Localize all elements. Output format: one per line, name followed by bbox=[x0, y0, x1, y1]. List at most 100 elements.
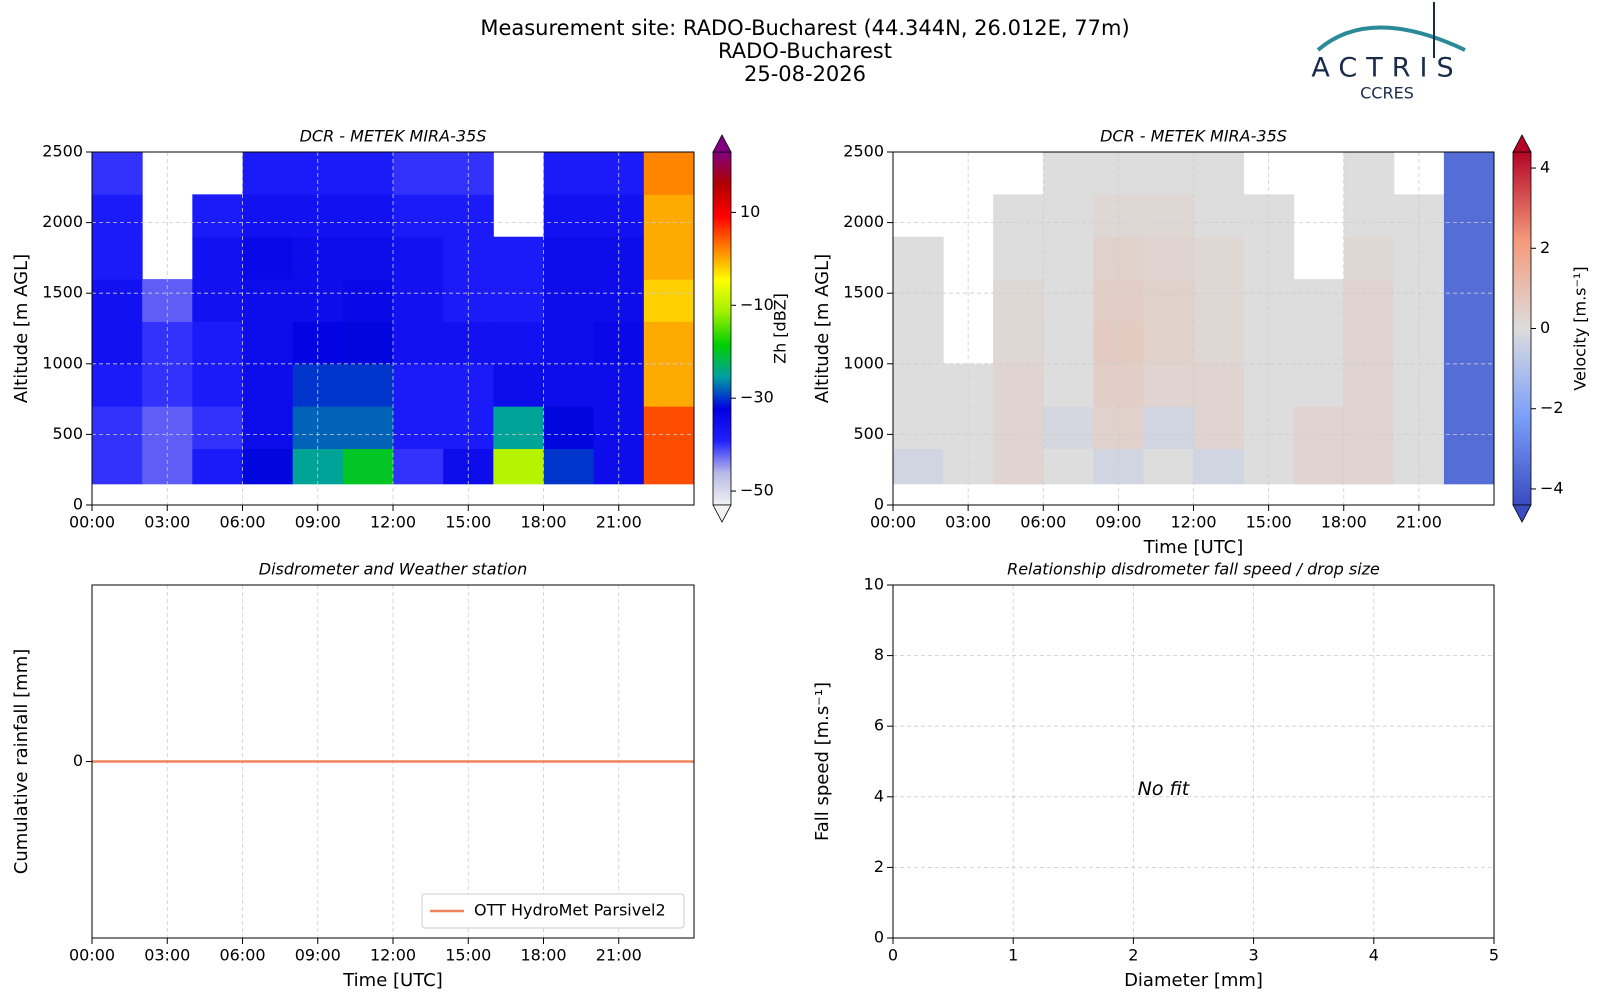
y-tick-label: 1500 bbox=[843, 283, 884, 302]
x-tick-label: 06:00 bbox=[219, 946, 265, 965]
heatmap-cell bbox=[92, 236, 143, 280]
y-tick-label: 1000 bbox=[42, 353, 83, 372]
heatmap-cell bbox=[543, 448, 595, 485]
heatmap-cell bbox=[1193, 321, 1245, 365]
colorbar-extend-bottom bbox=[1512, 504, 1532, 523]
heatmap-cell bbox=[1343, 321, 1395, 365]
y-axis-label: Altitude [m AGL] bbox=[812, 254, 833, 403]
colorbar-tick-label: −10 bbox=[740, 295, 774, 314]
x-tick-label: 03:00 bbox=[945, 513, 991, 532]
heatmap-cell bbox=[1043, 363, 1094, 407]
heatmap-cell bbox=[1143, 448, 1194, 485]
heatmap-cell bbox=[242, 448, 294, 485]
x-tick-label: 1 bbox=[1008, 946, 1018, 965]
panel: DCR - METEK MIRA-35S −50 −30 −10 10 Zh [dBZ] 0… bbox=[11, 127, 790, 532]
y-tick-label: 0 bbox=[73, 751, 83, 770]
x-tick-label: 18:00 bbox=[1321, 513, 1367, 532]
y-axis-label: Cumulative rainfall [mm] bbox=[11, 649, 32, 875]
heatmap-cell bbox=[92, 406, 143, 450]
heatmap-cell bbox=[1043, 279, 1094, 322]
y-tick-label: 2500 bbox=[843, 142, 884, 161]
x-tick-label: 03:00 bbox=[144, 946, 190, 965]
heatmap-cell bbox=[393, 406, 444, 450]
y-tick-label: 2000 bbox=[42, 212, 83, 231]
heatmap-cell bbox=[1193, 406, 1245, 450]
y-tick-label: 6 bbox=[874, 716, 884, 735]
y-tick-label: 2500 bbox=[42, 142, 83, 161]
heatmap-cell bbox=[893, 363, 944, 407]
heatmap-cell bbox=[1143, 194, 1194, 238]
heatmap-cell bbox=[342, 194, 394, 238]
heatmap-cell bbox=[1443, 406, 1495, 450]
heatmap-cell bbox=[242, 363, 294, 407]
colorbar-label: Velocity [m.s⁻¹] bbox=[1571, 266, 1590, 390]
colorbar-body bbox=[1512, 151, 1532, 506]
colorbar-tick-label: −2 bbox=[1540, 398, 1564, 417]
heatmap-cell bbox=[543, 279, 595, 322]
heatmap-cell bbox=[543, 152, 595, 195]
heatmap-cell bbox=[643, 279, 695, 322]
axes-frame bbox=[892, 584, 1495, 939]
heatmap-cell bbox=[1293, 406, 1345, 450]
colorbar-tick-label: 2 bbox=[1540, 238, 1550, 257]
heatmap-cell bbox=[393, 152, 444, 195]
heatmap-cell bbox=[1443, 279, 1495, 322]
heatmap-cell bbox=[493, 406, 544, 450]
heatmap-cell bbox=[393, 236, 444, 280]
heatmap-cell bbox=[1293, 279, 1345, 322]
colorbar-tick-label: 10 bbox=[740, 202, 760, 221]
plot-area bbox=[91, 151, 695, 506]
heatmap-cell bbox=[993, 406, 1044, 450]
heatmap-cell bbox=[993, 363, 1044, 407]
heatmap-cell bbox=[1043, 152, 1094, 195]
heatmap-cell bbox=[393, 321, 444, 365]
heatmap-cell bbox=[1043, 321, 1094, 365]
heatmap-cell bbox=[643, 152, 695, 195]
x-tick-label: 15:00 bbox=[445, 513, 491, 532]
colorbar: −4 −2 0 2 4 Velocity [m.s⁻¹] bbox=[1512, 134, 1590, 523]
heatmap-cell bbox=[1143, 363, 1194, 407]
plot-area bbox=[892, 584, 1495, 939]
heatmap-cell bbox=[1043, 448, 1094, 485]
heatmap-cell bbox=[1043, 236, 1094, 280]
heatmap-cell bbox=[493, 321, 544, 365]
legend: OTT HydroMet Parsivel2 bbox=[421, 893, 685, 929]
panel-title: Relationship disdrometer fall speed / dr… bbox=[1007, 560, 1380, 579]
heatmap-cell bbox=[1343, 236, 1395, 280]
heatmap-cell bbox=[993, 321, 1044, 365]
heatmap-cell bbox=[493, 236, 544, 280]
y-tick-label: 2000 bbox=[843, 212, 884, 231]
heatmap-cell bbox=[92, 448, 143, 485]
y-tick-label: 500 bbox=[853, 424, 884, 443]
colorbar-tick-label: −50 bbox=[740, 481, 774, 500]
heatmap-cell bbox=[1443, 152, 1495, 195]
heatmap-cell bbox=[1343, 152, 1395, 195]
heatmap-cell bbox=[1343, 406, 1395, 450]
x-tick-label: 15:00 bbox=[1246, 513, 1292, 532]
x-tick-label: 2 bbox=[1128, 946, 1138, 965]
heatmap-cell bbox=[192, 363, 243, 407]
heatmap-cell bbox=[893, 448, 944, 485]
plot-area bbox=[91, 585, 694, 938]
heatmap-cell bbox=[1193, 236, 1245, 280]
x-tick-label: 12:00 bbox=[370, 946, 416, 965]
heatmap-cell bbox=[92, 279, 143, 322]
heatmap-cell bbox=[1193, 363, 1245, 407]
panel-title: DCR - METEK MIRA-35S bbox=[300, 127, 487, 146]
colorbar-tick-label: −30 bbox=[740, 388, 774, 407]
logo-name: ACTRIS bbox=[1311, 53, 1462, 84]
heatmap-cell bbox=[643, 321, 695, 365]
heatmap-cell bbox=[1443, 194, 1495, 238]
x-tick-label: 21:00 bbox=[596, 513, 642, 532]
heatmap-cell bbox=[242, 321, 294, 365]
heatmap-cell bbox=[643, 194, 695, 238]
heatmap-cell bbox=[192, 406, 243, 450]
plot-area bbox=[892, 151, 1495, 506]
heatmap-cell bbox=[1343, 194, 1395, 238]
heatmap-cell bbox=[242, 279, 294, 322]
x-tick-label: 00:00 bbox=[69, 513, 115, 532]
heatmap-cell bbox=[1043, 194, 1094, 238]
heatmap-cell bbox=[1143, 406, 1194, 450]
colorbar-tick-label: 4 bbox=[1540, 158, 1550, 177]
heatmap-cell bbox=[493, 363, 544, 407]
